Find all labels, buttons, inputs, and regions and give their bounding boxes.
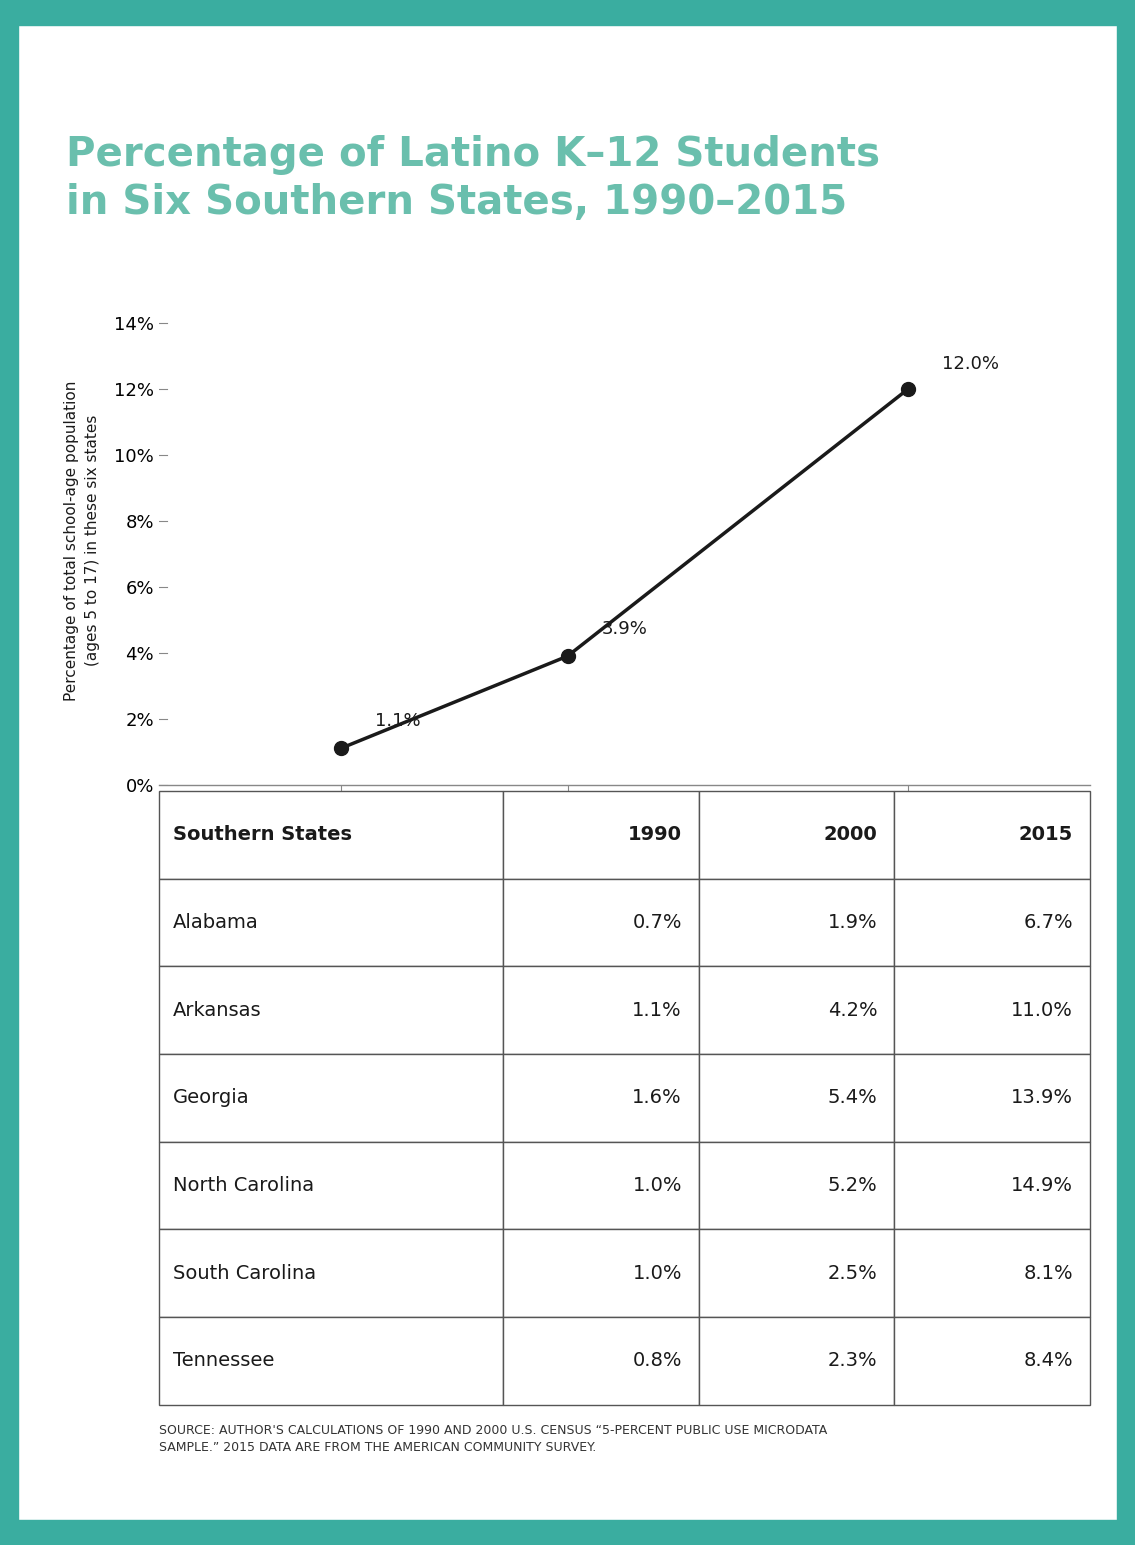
Text: 12.0%: 12.0% [942, 355, 999, 372]
Text: 1.0%: 1.0% [632, 1264, 682, 1282]
Text: 2000: 2000 [824, 825, 877, 845]
Text: 8.4%: 8.4% [1024, 1352, 1073, 1370]
Bar [699, 1230, 894, 1316]
Bar [699, 966, 894, 1054]
Point [558, 644, 577, 669]
Bar [894, 879, 1090, 966]
Text: 13.9%: 13.9% [1011, 1088, 1073, 1108]
Text: 14.9%: 14.9% [1011, 1176, 1073, 1194]
Bar [159, 1054, 503, 1142]
Text: Alabama: Alabama [173, 913, 259, 932]
Text: 8.1%: 8.1% [1024, 1264, 1073, 1282]
Text: 11.0%: 11.0% [1011, 1001, 1073, 1020]
Text: Georgia: Georgia [173, 1088, 250, 1108]
Text: 0.8%: 0.8% [632, 1352, 682, 1370]
Bar [699, 1054, 894, 1142]
Text: 1.1%: 1.1% [632, 1001, 682, 1020]
Text: Southern States: Southern States [173, 825, 352, 845]
Bar [894, 966, 1090, 1054]
Text: Tennessee: Tennessee [173, 1352, 275, 1370]
Bar [503, 1142, 699, 1230]
Text: 5.4%: 5.4% [827, 1088, 877, 1108]
Text: 4.2%: 4.2% [827, 1001, 877, 1020]
Bar [699, 1316, 894, 1404]
Bar [503, 879, 699, 966]
Point [899, 377, 917, 402]
Text: 1.0%: 1.0% [632, 1176, 682, 1194]
Bar [894, 1054, 1090, 1142]
Bar [503, 791, 699, 879]
Text: South Carolina: South Carolina [173, 1264, 316, 1282]
Point [331, 735, 350, 760]
Bar [894, 1142, 1090, 1230]
Bar [894, 791, 1090, 879]
Text: 5.2%: 5.2% [827, 1176, 877, 1194]
Bar [159, 1316, 503, 1404]
Bar [894, 1230, 1090, 1316]
Bar [159, 1142, 503, 1230]
Text: 1.6%: 1.6% [632, 1088, 682, 1108]
Bar [503, 966, 699, 1054]
Bar [699, 1142, 894, 1230]
Text: 3.9%: 3.9% [602, 620, 647, 638]
Text: 0.7%: 0.7% [632, 913, 682, 932]
Bar [503, 1316, 699, 1404]
Bar [699, 791, 894, 879]
Bar [894, 1316, 1090, 1404]
Text: 1990: 1990 [628, 825, 682, 845]
Text: Percentage of Latino K–12 Students
in Six Southern States, 1990–2015: Percentage of Latino K–12 Students in Si… [66, 136, 880, 222]
Text: 2.3%: 2.3% [827, 1352, 877, 1370]
Text: 2.5%: 2.5% [827, 1264, 877, 1282]
Text: SOURCE: AUTHOR'S CALCULATIONS OF 1990 AND 2000 U.S. CENSUS “5-PERCENT PUBLIC USE: SOURCE: AUTHOR'S CALCULATIONS OF 1990 AN… [159, 1424, 827, 1454]
Bar [699, 879, 894, 966]
Text: 6.7%: 6.7% [1024, 913, 1073, 932]
Bar [159, 879, 503, 966]
Bar [503, 1054, 699, 1142]
Y-axis label: Percentage of total school-age population
(ages 5 to 17) in these six states: Percentage of total school-age populatio… [65, 380, 100, 701]
Text: 1.9%: 1.9% [827, 913, 877, 932]
Text: 1.1%: 1.1% [375, 712, 420, 731]
Bar [159, 1230, 503, 1316]
Bar [503, 1230, 699, 1316]
Text: North Carolina: North Carolina [173, 1176, 314, 1194]
Bar [159, 966, 503, 1054]
Text: 2015: 2015 [1018, 825, 1073, 845]
Text: Arkansas: Arkansas [173, 1001, 261, 1020]
Bar [159, 791, 503, 879]
